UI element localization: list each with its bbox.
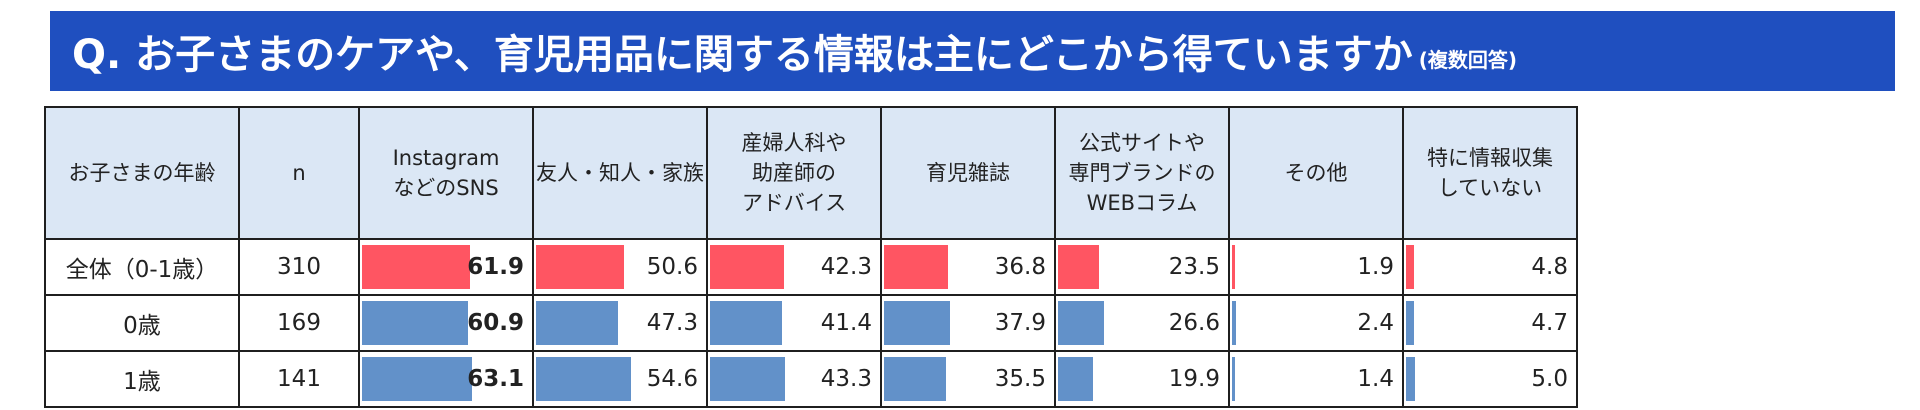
value-label: 42.3 — [820, 254, 872, 280]
value-cell: 42.3 — [706, 238, 882, 296]
value-bar — [1232, 245, 1236, 289]
value-cell: 4.8 — [1402, 238, 1578, 296]
col-header-other: その他 — [1228, 106, 1404, 240]
value-cell: 41.4 — [706, 294, 882, 352]
value-cell: 26.6 — [1054, 294, 1230, 352]
value-cell: 54.6 — [532, 350, 708, 408]
value-cell: 63.1 — [358, 350, 534, 408]
value-cell: 1.4 — [1228, 350, 1404, 408]
value-label: 5.0 — [1531, 366, 1568, 392]
table-row: 1歳 141 63.1 54.6 43.3 35.5 19.9 1.4 5.0 — [44, 350, 1578, 408]
value-bar — [1058, 357, 1093, 401]
question-text: Q. お子さまのケアや、育児用品に関する情報は主にどこから得ていますか — [72, 32, 1413, 78]
value-bar — [536, 357, 631, 401]
value-cell: 23.5 — [1054, 238, 1230, 296]
value-bar — [710, 301, 783, 345]
value-cell: 35.5 — [880, 350, 1056, 408]
value-bar — [1406, 357, 1415, 401]
col-header-no-collection: 特に情報収集 していない — [1402, 106, 1578, 240]
row-sample-size: 310 — [238, 238, 360, 296]
value-bar — [1058, 245, 1099, 289]
value-cell: 19.9 — [1054, 350, 1230, 408]
value-bar — [1058, 301, 1105, 345]
value-bar — [710, 245, 784, 289]
value-bar — [1406, 245, 1415, 289]
value-label: 4.7 — [1531, 310, 1568, 336]
value-cell: 50.6 — [532, 238, 708, 296]
value-label: 47.3 — [646, 310, 698, 336]
value-label: 36.8 — [994, 254, 1046, 280]
value-cell: 47.3 — [532, 294, 708, 352]
table-body: 全体（0-1歳） 310 61.9 50.6 42.3 36.8 23.5 1.9 4.8 0歳 1… — [44, 238, 1578, 408]
value-cell: 5.0 — [1402, 350, 1578, 408]
table-row: 全体（0-1歳） 310 61.9 50.6 42.3 36.8 23.5 1.9 4.8 — [44, 238, 1578, 296]
value-label: 1.4 — [1357, 366, 1394, 392]
value-bar — [536, 301, 619, 345]
value-label: 35.5 — [994, 366, 1046, 392]
value-bar — [1232, 301, 1237, 345]
col-header-friends-family: 友人・知人・家族 — [532, 106, 708, 240]
value-bar — [884, 357, 946, 401]
value-bar — [1406, 301, 1415, 345]
table-row: 0歳 169 60.9 47.3 41.4 37.9 26.6 2.4 4.7 — [44, 294, 1578, 352]
value-bar — [362, 301, 468, 345]
value-label: 23.5 — [1168, 254, 1220, 280]
question-banner: Q. お子さまのケアや、育児用品に関する情報は主にどこから得ていますか (複数回… — [50, 11, 1895, 91]
col-header-sns: Instagram などのSNS — [358, 106, 534, 240]
col-header-parenting-magazine: 育児雑誌 — [880, 106, 1056, 240]
value-label: 1.9 — [1357, 254, 1394, 280]
value-label: 19.9 — [1168, 366, 1220, 392]
value-bar — [536, 245, 625, 289]
value-bar — [362, 357, 472, 401]
value-label: 2.4 — [1357, 310, 1394, 336]
value-bar — [362, 245, 470, 289]
col-header-obgyn-advice: 産婦人科や 助産師の アドバイス — [706, 106, 882, 240]
value-label: 26.6 — [1168, 310, 1220, 336]
value-label: 54.6 — [646, 366, 698, 392]
row-age-label: 1歳 — [44, 350, 240, 408]
value-cell: 60.9 — [358, 294, 534, 352]
results-table: お子さまの年齢 n Instagram などのSNS 友人・知人・家族 産婦人科… — [44, 106, 1578, 408]
value-cell: 43.3 — [706, 350, 882, 408]
col-header-age: お子さまの年齢 — [44, 106, 240, 240]
row-sample-size: 169 — [238, 294, 360, 352]
value-label: 50.6 — [646, 254, 698, 280]
value-bar — [884, 301, 950, 345]
value-bar — [1232, 357, 1235, 401]
value-label: 37.9 — [994, 310, 1046, 336]
row-age-label: 全体（0-1歳） — [44, 238, 240, 296]
value-cell: 1.9 — [1228, 238, 1404, 296]
value-label: 41.4 — [820, 310, 872, 336]
value-cell: 61.9 — [358, 238, 534, 296]
col-header-n: n — [238, 106, 360, 240]
value-label: 60.9 — [467, 310, 524, 336]
value-label: 4.8 — [1531, 254, 1568, 280]
value-bar — [884, 245, 949, 289]
value-cell: 37.9 — [880, 294, 1056, 352]
value-label: 43.3 — [820, 366, 872, 392]
question-note: (複数回答) — [1418, 47, 1518, 72]
value-cell: 4.7 — [1402, 294, 1578, 352]
row-age-label: 0歳 — [44, 294, 240, 352]
value-bar — [710, 357, 786, 401]
value-label: 61.9 — [467, 254, 524, 280]
value-cell: 2.4 — [1228, 294, 1404, 352]
row-sample-size: 141 — [238, 350, 360, 408]
col-header-official-web: 公式サイトや 専門ブランドの WEBコラム — [1054, 106, 1230, 240]
value-label: 63.1 — [467, 366, 524, 392]
value-cell: 36.8 — [880, 238, 1056, 296]
header-row: お子さまの年齢 n Instagram などのSNS 友人・知人・家族 産婦人科… — [44, 106, 1578, 240]
